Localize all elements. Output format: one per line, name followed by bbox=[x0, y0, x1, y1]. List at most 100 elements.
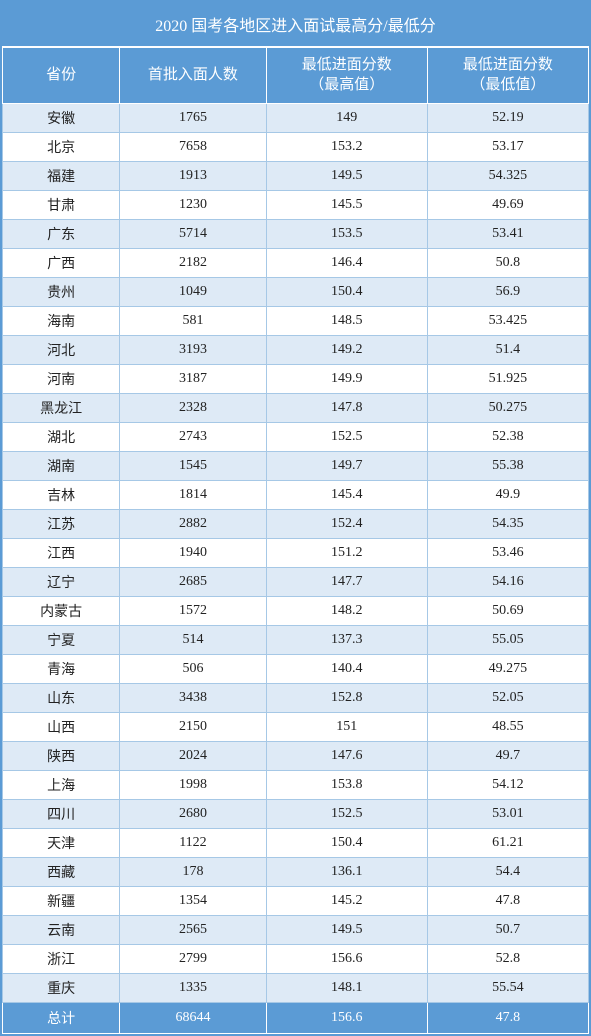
col-score-low: 最低进面分数（最低值） bbox=[427, 48, 588, 104]
table-row: 福建1913149.554.325 bbox=[3, 162, 589, 191]
table-cell: 147.7 bbox=[266, 568, 427, 597]
table-cell: 137.3 bbox=[266, 626, 427, 655]
table-cell: 云南 bbox=[3, 916, 120, 945]
table-cell: 1354 bbox=[120, 887, 267, 916]
table-cell: 54.16 bbox=[427, 568, 588, 597]
table-cell: 甘肃 bbox=[3, 191, 120, 220]
table-cell: 浙江 bbox=[3, 945, 120, 974]
table-cell: 151.2 bbox=[266, 539, 427, 568]
table-cell: 149.5 bbox=[266, 162, 427, 191]
table-row: 北京7658153.253.17 bbox=[3, 133, 589, 162]
table-cell: 52.38 bbox=[427, 423, 588, 452]
table-cell: 50.8 bbox=[427, 249, 588, 278]
table-cell: 江苏 bbox=[3, 510, 120, 539]
table-row: 广西2182146.450.8 bbox=[3, 249, 589, 278]
table-cell: 55.38 bbox=[427, 452, 588, 481]
table-cell: 1049 bbox=[120, 278, 267, 307]
table-cell: 50.275 bbox=[427, 394, 588, 423]
table-row: 黑龙江2328147.850.275 bbox=[3, 394, 589, 423]
table-cell: 河北 bbox=[3, 336, 120, 365]
table-cell: 53.17 bbox=[427, 133, 588, 162]
table-cell: 山西 bbox=[3, 713, 120, 742]
table-cell: 1230 bbox=[120, 191, 267, 220]
table-cell: 506 bbox=[120, 655, 267, 684]
table-cell: 1814 bbox=[120, 481, 267, 510]
table-cell: 宁夏 bbox=[3, 626, 120, 655]
table-cell: 50.7 bbox=[427, 916, 588, 945]
table-cell: 2882 bbox=[120, 510, 267, 539]
table-cell: 147.6 bbox=[266, 742, 427, 771]
table-row: 浙江2799156.652.8 bbox=[3, 945, 589, 974]
table-cell: 2182 bbox=[120, 249, 267, 278]
table-row: 天津1122150.461.21 bbox=[3, 829, 589, 858]
table-cell: 上海 bbox=[3, 771, 120, 800]
table-cell: 49.69 bbox=[427, 191, 588, 220]
table-cell: 52.19 bbox=[427, 104, 588, 133]
table-cell: 辽宁 bbox=[3, 568, 120, 597]
table-cell: 55.54 bbox=[427, 974, 588, 1003]
table-row: 重庆1335148.155.54 bbox=[3, 974, 589, 1003]
table-cell: 黑龙江 bbox=[3, 394, 120, 423]
table-row: 安徽176514952.19 bbox=[3, 104, 589, 133]
table-cell: 581 bbox=[120, 307, 267, 336]
table-cell: 514 bbox=[120, 626, 267, 655]
table-cell: 2565 bbox=[120, 916, 267, 945]
table-row: 湖北2743152.552.38 bbox=[3, 423, 589, 452]
table-cell: 1335 bbox=[120, 974, 267, 1003]
table-cell: 北京 bbox=[3, 133, 120, 162]
table-cell: 54.35 bbox=[427, 510, 588, 539]
table-row: 吉林1814145.449.9 bbox=[3, 481, 589, 510]
table-row: 山西215015148.55 bbox=[3, 713, 589, 742]
table-title: 2020 国考各地区进入面试最高分/最低分 bbox=[2, 2, 589, 47]
table-cell: 1765 bbox=[120, 104, 267, 133]
col-province: 省份 bbox=[3, 48, 120, 104]
table-cell: 145.4 bbox=[266, 481, 427, 510]
table-cell: 55.05 bbox=[427, 626, 588, 655]
table-cell: 53.425 bbox=[427, 307, 588, 336]
table-row: 上海1998153.854.12 bbox=[3, 771, 589, 800]
table-cell: 2328 bbox=[120, 394, 267, 423]
table-row: 广东5714153.553.41 bbox=[3, 220, 589, 249]
table-row: 陕西2024147.649.7 bbox=[3, 742, 589, 771]
table-cell: 1940 bbox=[120, 539, 267, 568]
table-cell: 145.5 bbox=[266, 191, 427, 220]
table-row: 海南581148.553.425 bbox=[3, 307, 589, 336]
table-cell: 149.2 bbox=[266, 336, 427, 365]
table-cell: 54.4 bbox=[427, 858, 588, 887]
table-cell: 2680 bbox=[120, 800, 267, 829]
table-cell: 1122 bbox=[120, 829, 267, 858]
table-cell: 147.8 bbox=[266, 394, 427, 423]
col-score-high: 最低进面分数（最高值） bbox=[266, 48, 427, 104]
table-row: 宁夏514137.355.05 bbox=[3, 626, 589, 655]
table-cell: 51.925 bbox=[427, 365, 588, 394]
table-cell: 56.9 bbox=[427, 278, 588, 307]
table-cell: 2150 bbox=[120, 713, 267, 742]
table-cell: 136.1 bbox=[266, 858, 427, 887]
table-row: 河北3193149.251.4 bbox=[3, 336, 589, 365]
table-cell: 陕西 bbox=[3, 742, 120, 771]
table-cell: 广东 bbox=[3, 220, 120, 249]
table-footer-row: 总计 68644 156.6 47.8 bbox=[3, 1003, 589, 1034]
table-row: 辽宁2685147.754.16 bbox=[3, 568, 589, 597]
table-cell: 2024 bbox=[120, 742, 267, 771]
table-cell: 2685 bbox=[120, 568, 267, 597]
col-count: 首批入面人数 bbox=[120, 48, 267, 104]
table-cell: 145.2 bbox=[266, 887, 427, 916]
table-cell: 48.55 bbox=[427, 713, 588, 742]
table-row: 青海506140.449.275 bbox=[3, 655, 589, 684]
table-row: 山东3438152.852.05 bbox=[3, 684, 589, 713]
table-cell: 148.5 bbox=[266, 307, 427, 336]
table-cell: 山东 bbox=[3, 684, 120, 713]
table-cell: 146.4 bbox=[266, 249, 427, 278]
table-cell: 西藏 bbox=[3, 858, 120, 887]
table-cell: 重庆 bbox=[3, 974, 120, 1003]
table-cell: 153.5 bbox=[266, 220, 427, 249]
table-cell: 152.8 bbox=[266, 684, 427, 713]
table-cell: 新疆 bbox=[3, 887, 120, 916]
table-cell: 140.4 bbox=[266, 655, 427, 684]
table-cell: 52.8 bbox=[427, 945, 588, 974]
table-cell: 贵州 bbox=[3, 278, 120, 307]
table-cell: 天津 bbox=[3, 829, 120, 858]
table-cell: 152.4 bbox=[266, 510, 427, 539]
table-cell: 1998 bbox=[120, 771, 267, 800]
